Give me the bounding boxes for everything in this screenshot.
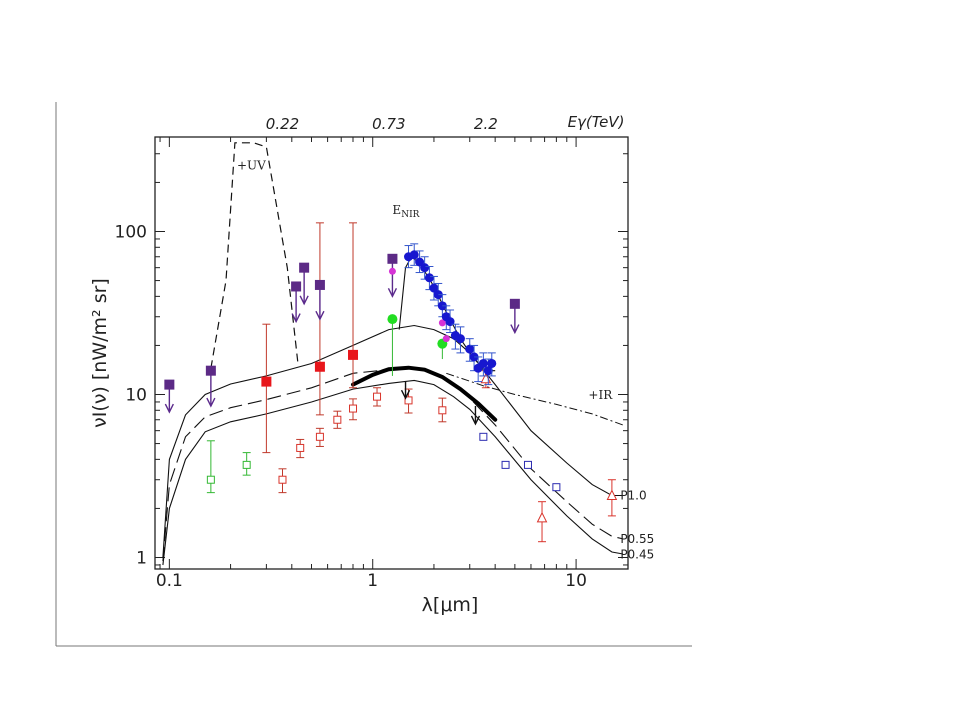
purple-square-marker [509, 298, 520, 309]
blue-circle-marker [465, 344, 475, 354]
upper-limit-arrow-head [206, 397, 216, 408]
purple-square-marker [164, 379, 175, 390]
curve-arrow-head [400, 389, 411, 400]
red-square-marker [348, 349, 359, 360]
model-curve-thick [351, 365, 498, 422]
plot-frame [154, 136, 629, 570]
curve-label: P1.0 [620, 489, 646, 503]
blue-open-square-marker [552, 483, 561, 492]
purple-square-marker [299, 262, 310, 273]
model-curve-solid [162, 324, 623, 558]
blue-open-square-marker [523, 460, 532, 469]
y-tick-label: 1 [136, 548, 147, 568]
blue-circle-marker [429, 283, 439, 293]
upper-limit-arrow-head [387, 288, 398, 298]
upper-limit-arrow-head [315, 310, 325, 321]
red-open-square-marker [333, 415, 342, 424]
curve-label: P0.45 [620, 548, 654, 562]
blue-circle-marker [455, 334, 465, 344]
blue-circle-marker [424, 273, 434, 283]
blue-circle-marker [433, 290, 443, 300]
red-open-square-marker [315, 432, 324, 441]
top-tick-label: 0.22 [266, 115, 299, 133]
top-tick-label: 2.2 [474, 115, 498, 133]
x-tick-label: 0.1 [156, 571, 183, 591]
magenta-marker [388, 267, 396, 275]
x-tick-label: 1 [367, 571, 378, 591]
ir-curve [446, 372, 624, 426]
model-curve-solid [162, 379, 624, 566]
x-tick-label: 10 [565, 571, 587, 591]
blue-open-square-marker [479, 432, 488, 441]
blue-circle-marker [409, 250, 419, 260]
green-open-square-marker [242, 460, 251, 469]
magenta-marker [438, 319, 446, 327]
blue-circle-marker [469, 352, 479, 362]
upper-limit-arrow-head [164, 403, 174, 414]
y-axis-label: νI(ν) [nW/m² sr] [89, 278, 111, 428]
top-axis-label: Eγ(TeV) [568, 113, 625, 131]
x-axis-label: λ[μm] [422, 594, 479, 616]
blue-circle-marker [445, 317, 455, 327]
blue-circle-marker [487, 358, 497, 368]
red-square-marker [261, 376, 272, 387]
red-triangle-marker [606, 489, 618, 501]
blue-open-square-marker [501, 460, 510, 469]
red-triangle-marker [536, 511, 548, 523]
red-open-square-marker [404, 396, 413, 405]
red-open-square-marker [296, 443, 305, 452]
purple-square-marker [291, 281, 302, 292]
red-open-square-marker [349, 404, 358, 413]
top-tick-label: 0.73 [372, 115, 405, 133]
annotation-label: +IR [588, 388, 613, 402]
red-open-square-marker [438, 406, 447, 415]
purple-square-marker [205, 365, 216, 376]
upper-limit-arrow-head [291, 313, 301, 324]
curve-label: P0.55 [620, 532, 654, 546]
y-tick-label: 10 [125, 385, 147, 405]
red-open-square-marker [278, 475, 287, 484]
blue-circle-marker [478, 358, 488, 368]
annotation-label: +UV [237, 159, 266, 173]
uv-bump-curve [210, 142, 299, 369]
upper-limit-arrow-head [510, 324, 520, 335]
upper-limit-arrow-head [299, 295, 309, 306]
red-square-marker [314, 361, 325, 372]
magenta-marker [442, 335, 450, 343]
blue-circle-marker [420, 263, 430, 273]
purple-square-marker [387, 253, 398, 264]
blue-circle-marker [483, 366, 493, 376]
curve-arrow-head [470, 415, 481, 426]
green-circle-marker [387, 314, 398, 325]
red-open-square-marker [373, 392, 382, 401]
green-open-square-marker [206, 475, 215, 484]
purple-square-marker [314, 279, 325, 290]
label-layer: λ[μm] νI(ν) [nW/m² sr] Eγ(TeV) [89, 113, 624, 616]
y-tick-label: 100 [115, 223, 147, 243]
